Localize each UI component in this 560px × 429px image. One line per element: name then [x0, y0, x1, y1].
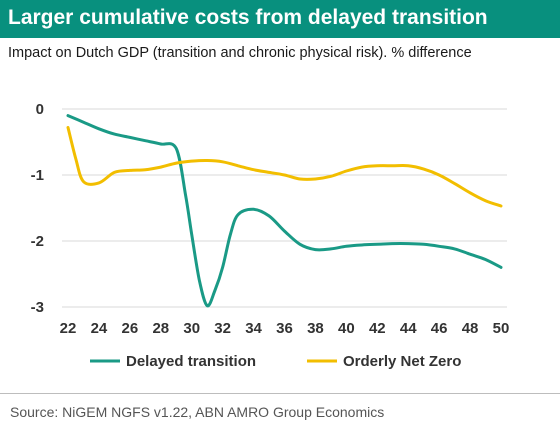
y-tick-label: 0	[36, 101, 44, 118]
x-tick-label: 34	[245, 320, 262, 337]
x-tick-label: 46	[431, 320, 448, 337]
x-tick-label: 30	[183, 320, 200, 337]
legend-label: Delayed transition	[126, 353, 256, 370]
x-tick-label: 38	[307, 320, 324, 337]
x-tick-label: 32	[214, 320, 231, 337]
y-tick-label: -3	[31, 299, 44, 316]
line-chart: 0 -1 -2 -3 22 24 26 28 30 32 34 36 38 40 42 44 46 48 50 Del…	[31, 101, 510, 370]
series-line-0	[66, 114, 503, 308]
legend-label: Orderly Net Zero	[343, 353, 461, 370]
x-tick-label: 40	[338, 320, 355, 337]
x-tick-label: 22	[60, 320, 77, 337]
x-tick-label: 48	[462, 320, 479, 337]
y-tick-label: -1	[31, 167, 44, 184]
x-tick-label: 26	[122, 320, 139, 337]
series-line-1	[66, 126, 503, 208]
chart-title: Larger cumulative costs from delayed tra…	[8, 6, 488, 29]
chart-subtitle: Impact on Dutch GDP (transition and chro…	[8, 45, 472, 61]
x-tick-label: 36	[276, 320, 293, 337]
title-bar: Larger cumulative costs from delayed tra…	[0, 0, 560, 38]
y-tick-label: -2	[31, 233, 44, 250]
x-tick-label: 42	[369, 320, 386, 337]
x-tick-label: 28	[152, 320, 169, 337]
source-note: Source: NiGEM NGFS v1.22, ABN AMRO Group…	[10, 404, 385, 420]
x-tick-label: 24	[91, 320, 108, 337]
x-tick-label: 44	[400, 320, 417, 337]
footer-divider	[0, 393, 560, 394]
x-tick-label: 50	[493, 320, 510, 337]
